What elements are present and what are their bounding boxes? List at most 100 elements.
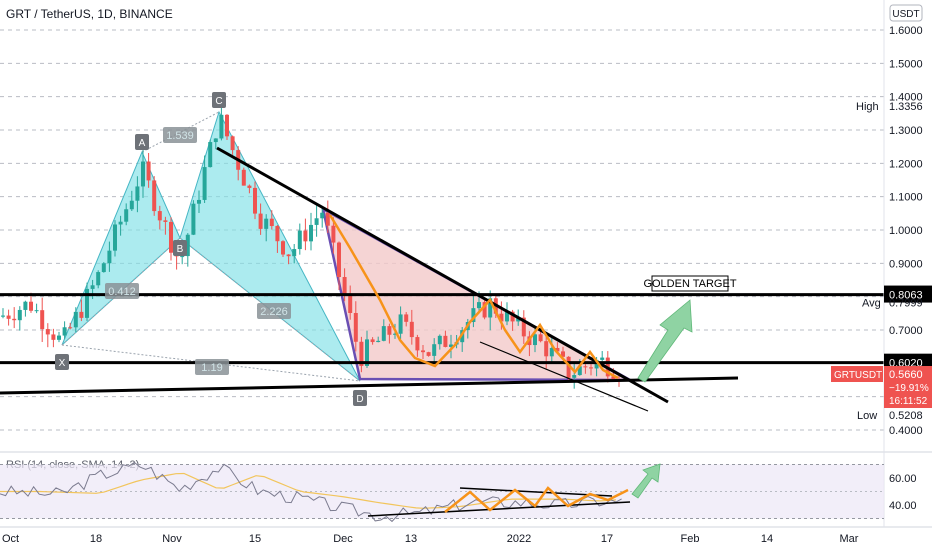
candle-body	[353, 312, 358, 342]
candle-body	[230, 136, 235, 151]
price-tick-label: 0.7000	[889, 325, 923, 337]
price-tick-label: 0.9000	[889, 258, 923, 270]
candle-body	[521, 317, 526, 337]
candle-body	[241, 169, 246, 186]
candle-body	[415, 337, 420, 351]
candle-body	[135, 186, 140, 201]
price-axis[interactable]: 1.6000 1.5000 1.4000 1.3000 1.2000 1.1000 1.00…	[883, 0, 923, 527]
candle-body	[169, 221, 173, 253]
candle-body	[34, 310, 39, 312]
candle-body	[157, 211, 162, 221]
currency-button[interactable]: USDT	[889, 4, 923, 22]
candle-body	[152, 180, 157, 212]
time-axis[interactable]: Oct 18 Nov 15 Dec 13 2022 17 Feb 14 Mar	[2, 533, 859, 545]
candle-body	[275, 226, 280, 242]
ratio-badge	[105, 283, 139, 299]
candle-body	[325, 212, 330, 226]
time-tick-label: Mar	[840, 533, 859, 545]
candle-body	[538, 334, 543, 342]
pattern-point-badge	[173, 240, 187, 256]
candle-body	[393, 333, 397, 335]
candle-body	[96, 272, 101, 286]
golden-target-label: GOLDEN TARGET	[643, 278, 736, 290]
candle-body	[320, 212, 325, 219]
golden-price-value: 0.8063	[889, 290, 923, 302]
price-tick-label: 1.4000	[889, 92, 923, 104]
candle-body	[611, 376, 616, 380]
xb-dotted	[61, 237, 181, 346]
candle-body	[376, 340, 381, 343]
candle-body	[443, 335, 448, 347]
candle-body	[6, 315, 11, 319]
low-label: Low	[857, 410, 877, 422]
price-tick-label: 1.1000	[889, 192, 923, 204]
candle-body	[23, 301, 28, 310]
time-tick-label: Oct	[2, 533, 19, 545]
time-tick-label: Nov	[162, 533, 182, 545]
symbol-label: GRTUSDT	[834, 370, 882, 381]
candle-body	[370, 339, 375, 343]
candle-body	[561, 351, 565, 357]
candle-body	[85, 288, 89, 318]
price-tick-label: 1.0000	[889, 225, 923, 237]
candle-body	[594, 359, 599, 369]
pattern-point-label: D	[356, 394, 363, 405]
candle-body	[129, 200, 134, 210]
pattern-point-badge	[353, 390, 367, 406]
candle-body	[1, 315, 5, 317]
time-tick-label: Feb	[681, 533, 700, 545]
candle-body	[141, 161, 145, 187]
price-tick-label: 1.5000	[889, 58, 923, 70]
time-tick-label: 13	[405, 533, 417, 545]
pattern-point-label: C	[215, 96, 222, 107]
candle-body	[62, 327, 67, 336]
candle-body	[404, 314, 409, 322]
candle-body	[219, 114, 224, 139]
high-label: High	[856, 101, 879, 113]
pattern-point-badge	[135, 134, 149, 150]
rsi-projected-path	[444, 486, 629, 513]
candle-body	[398, 314, 403, 334]
harmonic-pattern	[61, 110, 631, 382]
price-tick-label: 1.2000	[889, 158, 923, 170]
candle-body	[572, 375, 577, 378]
candle-body	[555, 347, 560, 352]
candle-body	[247, 185, 252, 188]
avg-value: 0.7999	[889, 298, 923, 310]
candle-body	[29, 301, 33, 311]
candle-body	[68, 327, 73, 329]
candle-body	[510, 311, 515, 322]
candle-body	[381, 326, 386, 341]
price-tick-label: 0.4000	[889, 425, 923, 437]
symbol-tag	[831, 366, 883, 382]
candle-body	[113, 224, 117, 251]
candle-body	[577, 366, 582, 376]
candle-body	[57, 335, 61, 340]
candle-body	[124, 209, 129, 222]
candle-body	[107, 250, 112, 264]
candle-body	[421, 350, 425, 353]
candle-body	[118, 221, 123, 225]
candle-body	[191, 203, 196, 235]
candle-body	[409, 321, 414, 338]
candle-body	[566, 356, 571, 378]
time-tick-label: 18	[90, 533, 102, 545]
golden-price-tag	[884, 285, 932, 303]
ratio-label: 2.226	[260, 306, 288, 318]
channel-line	[479, 341, 649, 412]
candle-body	[303, 230, 308, 242]
rsi-sma-line	[0, 472, 617, 509]
candle-body	[348, 295, 353, 313]
candle-body	[583, 366, 588, 368]
ratio-label: 1.19	[201, 362, 222, 374]
current-price: 0.5660	[889, 369, 923, 381]
current-price-tag	[884, 366, 932, 408]
candle-body	[269, 218, 274, 227]
candle-body	[505, 311, 509, 322]
candle-body	[387, 326, 392, 335]
candle-body	[286, 254, 291, 257]
golden-target-box	[651, 275, 729, 292]
rising-base-line	[0, 376, 739, 395]
